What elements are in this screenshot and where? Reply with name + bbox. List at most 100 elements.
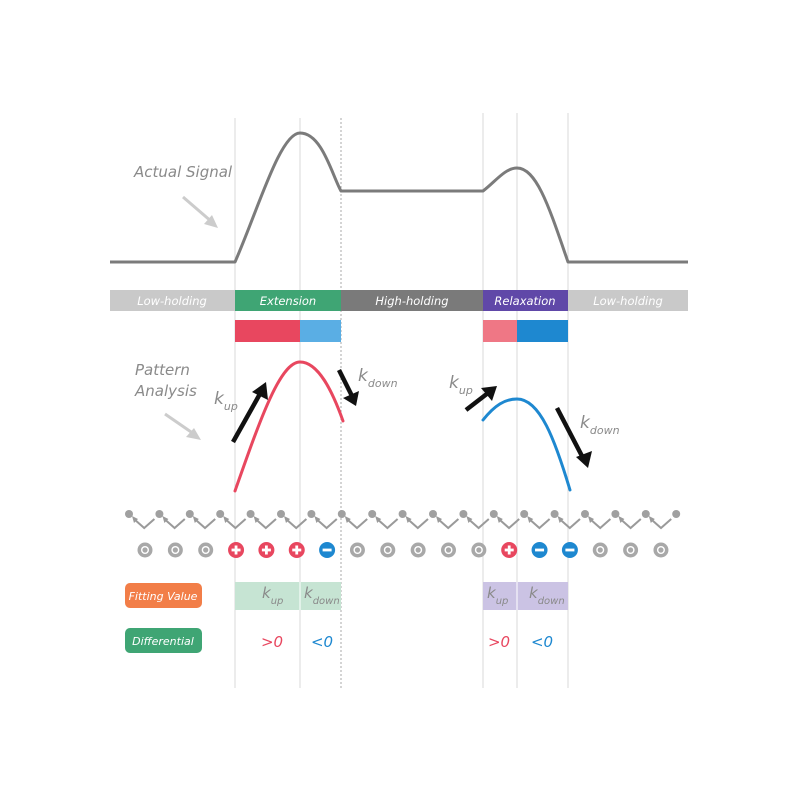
phase-relaxation <box>483 290 568 311</box>
differential-extension-down: <0 <box>311 633 333 651</box>
slope-chevron-icon <box>557 516 581 530</box>
sample-point <box>337 510 346 518</box>
phase-extension <box>235 290 341 311</box>
phase-label-low-holding-1: Low-holding <box>137 294 207 308</box>
classification-markers-row <box>137 542 669 558</box>
phase-label-extension: Extension <box>260 294 316 308</box>
slope-chevron-icon <box>162 516 186 530</box>
sample-point <box>307 510 316 518</box>
neutral-marker-icon <box>380 542 396 558</box>
sample-point <box>216 510 225 518</box>
slope-chevron-icon <box>223 516 247 530</box>
neutral-marker-icon <box>198 542 214 558</box>
slope-chevron-icon <box>527 516 551 530</box>
fitting-value-badge <box>125 583 202 608</box>
relaxation-up-segment <box>483 320 517 342</box>
sample-point <box>429 510 437 518</box>
neutral-marker-icon <box>167 542 183 558</box>
minus-marker-icon <box>561 542 578 558</box>
fitting-extension-kdown: kdown <box>304 584 340 607</box>
fitting-relaxation-kdown: kdown <box>529 584 565 607</box>
relaxation-kdown-label: kdown <box>580 413 620 437</box>
differential-extension-up: >0 <box>261 633 283 651</box>
extension-kup-label: kup <box>214 389 238 413</box>
phase-low-holding-2 <box>568 290 688 311</box>
neutral-marker-icon <box>592 542 608 558</box>
slope-chevron-icon <box>496 516 520 530</box>
neutral-marker-icon <box>349 542 365 558</box>
sample-point <box>398 510 407 518</box>
differential-badge-label: Differential <box>132 635 194 648</box>
slope-chevron-icon <box>344 516 368 530</box>
sample-point <box>641 510 650 518</box>
slope-chevron-icon <box>314 516 338 530</box>
pattern-analysis-pointer-icon <box>164 412 201 440</box>
direction-segments <box>235 320 568 342</box>
slope-chevron-icon <box>132 516 156 530</box>
slope-chevron-icon <box>618 516 642 530</box>
neutral-marker-icon <box>441 542 456 558</box>
slope-chevron-icon <box>284 516 308 530</box>
plus-marker-icon <box>501 542 518 558</box>
sample-point <box>125 510 133 518</box>
fitting-value-badge-label: Fitting Value <box>129 590 198 603</box>
extension-down-arrow-icon <box>336 368 359 406</box>
sample-point <box>520 510 529 518</box>
neutral-marker-icon <box>623 542 639 558</box>
sample-point <box>611 510 620 518</box>
plus-marker-icon <box>228 542 245 558</box>
slope-chevron-icon <box>436 516 460 530</box>
slope-chevron-icon <box>648 516 672 530</box>
phase-label-relaxation: Relaxation <box>494 294 555 308</box>
slope-chevron-icon <box>405 516 429 530</box>
pattern-analysis-label-line1: Pattern <box>135 361 190 379</box>
sample-point <box>581 510 589 518</box>
actual-signal-pointer-icon <box>182 195 218 228</box>
extension-fit-curve <box>233 360 345 493</box>
sample-point <box>459 510 468 518</box>
differential-badge <box>125 628 202 653</box>
neutral-marker-icon <box>137 542 153 558</box>
fitting-extension-kup: kup <box>262 584 283 607</box>
sample-point <box>368 510 377 518</box>
sample-point <box>550 510 559 518</box>
sample-point <box>155 510 164 518</box>
plus-marker-icon <box>258 542 275 558</box>
plus-marker-icon <box>288 542 305 558</box>
slope-chevron-icon <box>588 516 612 530</box>
actual-signal-curve <box>110 131 688 264</box>
slope-chevron-icon <box>192 516 216 530</box>
slope-chevron-icon <box>375 516 399 530</box>
differential-row: Differential >0 <0 >0 <0 <box>125 628 553 653</box>
extension-up-segment <box>235 320 300 342</box>
neutral-marker-icon <box>653 542 669 558</box>
slope-chevron-icon <box>466 516 490 530</box>
neutral-marker-icon <box>471 542 487 558</box>
slope-chevron-icon <box>253 516 277 530</box>
neutral-marker-icon <box>410 542 426 558</box>
phase-label-low-holding-2: Low-holding <box>593 294 663 308</box>
sample-points-row <box>125 510 681 530</box>
extension-down-segment <box>300 320 341 342</box>
sample-point <box>277 510 285 518</box>
relaxation-down-arrow-icon <box>555 406 592 468</box>
differential-relaxation-down: <0 <box>531 633 553 651</box>
phase-high-holding <box>341 290 483 311</box>
relaxation-down-segment <box>517 320 568 342</box>
minus-marker-icon <box>531 542 548 558</box>
extension-up-arrow-icon <box>231 382 268 444</box>
relaxation-kup-label: kup <box>449 373 473 397</box>
extension-kdown-label: kdown <box>358 366 398 390</box>
phase-label-high-holding: High-holding <box>375 294 448 308</box>
relaxation-fit-curve <box>481 397 572 492</box>
pattern-analysis-label-line2: Analysis <box>134 382 197 400</box>
differential-relaxation-up: >0 <box>488 633 510 651</box>
fitting-relaxation-box <box>483 582 568 610</box>
sample-point <box>246 510 255 518</box>
fitting-value-row: Fitting Value kup kdown kup kdown <box>125 582 568 610</box>
fitting-relaxation-kup: kup <box>487 584 508 607</box>
minus-marker-icon <box>319 542 336 558</box>
k-labels: kup kdown kup kdown <box>214 366 620 437</box>
relaxation-up-arrow-icon <box>464 386 497 412</box>
